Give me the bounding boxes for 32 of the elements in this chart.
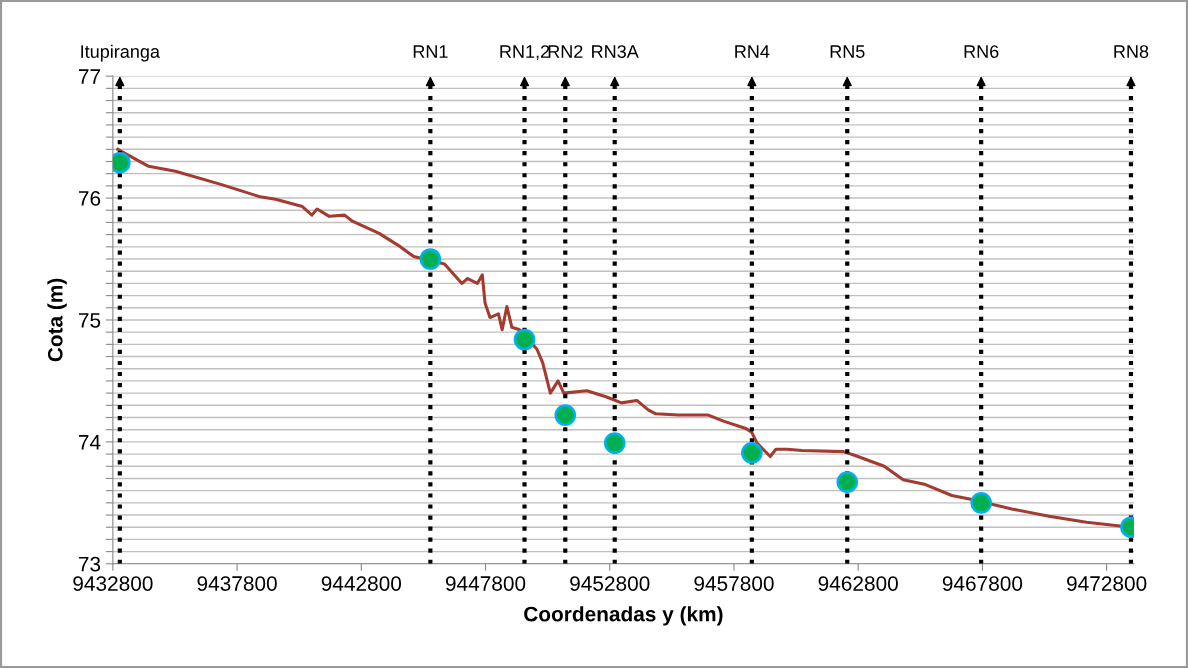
point	[513, 328, 536, 351]
x-axis-title: Coordenadas y (km)	[524, 606, 723, 626]
point	[554, 404, 577, 426]
ref-line-label: RN1	[413, 45, 448, 58]
y-tick-label: 76	[78, 191, 101, 206]
point	[741, 442, 763, 464]
ref-line-label: RN1,2	[500, 45, 550, 61]
y-tick-label: 77	[78, 69, 101, 84]
point	[970, 492, 992, 514]
ref-line-label: RN3A	[592, 45, 639, 58]
y-tick-label: 73	[78, 556, 101, 572]
x-tick-label: 9452800	[570, 576, 650, 591]
ref-line-label: RN2	[548, 45, 583, 58]
ref-line-label: RN4	[735, 45, 770, 58]
y-axis-title: Cota (m)	[47, 278, 67, 362]
ref-line-label: Itupiranga	[81, 44, 160, 62]
x-tick-label: 9432800	[73, 576, 153, 591]
x-tick-label: 9437800	[197, 576, 277, 591]
x-tick-label: 9447800	[445, 576, 526, 591]
x-tick-label: 9467800	[942, 576, 1023, 591]
point	[419, 248, 442, 270]
y-tick-label: 74	[78, 435, 101, 450]
y-tick-label: 75	[78, 313, 101, 328]
x-tick-label: 9462800	[818, 576, 898, 591]
ref-line-label: RN8	[1114, 45, 1149, 58]
point	[603, 432, 626, 454]
ref-line-label: RN6	[964, 45, 999, 58]
ref-line-label: RN5	[830, 45, 865, 58]
x-tick-label: 9457800	[694, 576, 774, 591]
point	[836, 471, 859, 493]
x-tick-label: 9442800	[321, 576, 402, 591]
x-tick-label: 9472800	[1067, 576, 1147, 591]
